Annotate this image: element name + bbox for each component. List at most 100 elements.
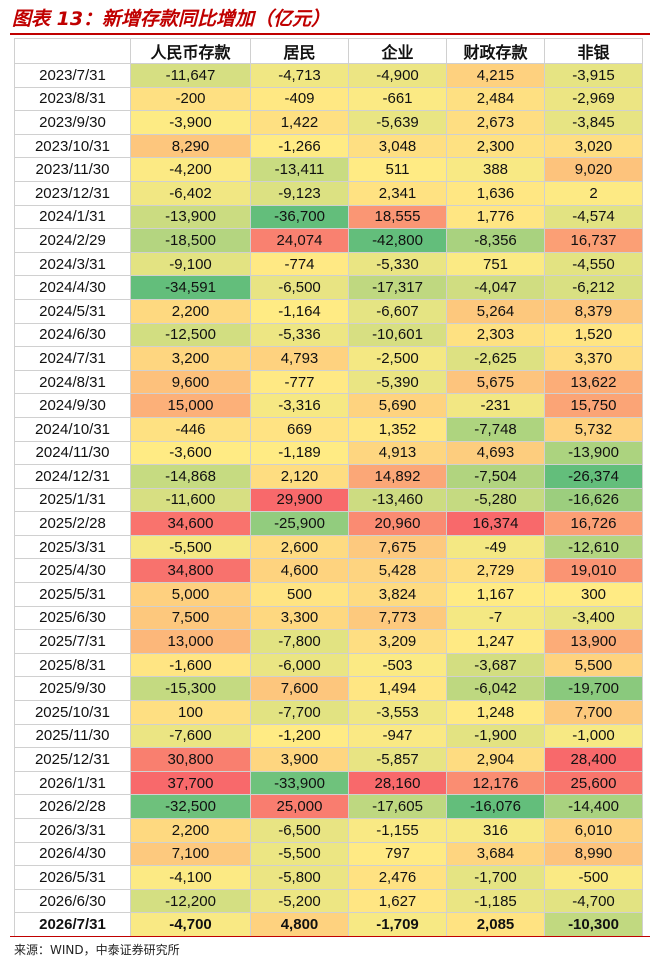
table-row: 2024/7/31 3,200 4,793 -2,500 -2,625 3,370 [14,346,643,371]
value-cell: -6,607 [348,298,447,324]
value-cell: -34,591 [130,275,251,300]
date-cell: 2024/1/31 [14,204,131,230]
value-cell: -7,748 [446,416,545,442]
value-cell: 669 [250,416,349,442]
value-cell: -26,374 [544,464,643,489]
value-cell: -1,709 [348,912,447,937]
value-cell: 30,800 [130,747,251,772]
value-cell: 15,000 [130,393,251,418]
value-cell: -9,100 [130,251,251,277]
date-cell: 2025/6/30 [14,605,131,631]
value-cell: 7,773 [348,605,447,631]
value-cell: 1,248 [446,700,545,725]
value-cell: -11,647 [130,63,251,88]
value-cell: -3,915 [544,63,643,88]
value-cell: -5,857 [348,747,447,772]
title-rule [10,33,650,35]
value-cell: -7,800 [250,629,349,654]
value-cell: -1,185 [446,888,545,914]
date-cell: 2026/6/30 [14,888,131,914]
table-row: 2024/3/31 -9,100 -774 -5,330 751 -4,550 [14,251,643,277]
table-row: 2024/12/31 -14,868 2,120 14,892 -7,504 -26,37… [14,464,643,489]
value-cell: -5,390 [348,369,447,395]
value-cell: -17,605 [348,794,447,819]
column-header: 企业 [348,38,447,64]
date-cell: 2026/2/28 [14,794,131,819]
table-row: 2025/6/30 7,500 3,300 7,773 -7 -3,400 [14,605,643,631]
date-cell: 2024/7/31 [14,346,131,371]
value-cell: 4,693 [446,440,545,466]
value-cell: 7,500 [130,605,251,631]
table-row: 2025/1/31 -11,600 29,900 -13,460 -5,280 -16,6… [14,487,643,513]
table-row: 2024/10/31 -446 669 1,352 -7,748 5,732 [14,416,643,442]
value-cell: 2,085 [446,912,545,937]
value-cell: 13,900 [544,629,643,654]
value-cell: 15,750 [544,393,643,418]
table-row: 2024/8/31 9,600 -777 -5,390 5,675 13,622 [14,369,643,395]
table-row: 2024/4/30 -34,591 -6,500 -17,317 -4,047 -6,21… [14,275,643,300]
value-cell: -12,500 [130,322,251,348]
value-cell: -3,687 [446,652,545,678]
column-header: 居民 [250,38,349,64]
value-cell: 8,379 [544,298,643,324]
value-cell: 8,990 [544,841,643,867]
value-cell: 500 [250,582,349,607]
date-cell: 2024/4/30 [14,275,131,300]
value-cell: -3,845 [544,110,643,135]
value-cell: 1,627 [348,888,447,914]
value-cell: 3,684 [446,841,545,867]
table-row: 2025/8/31 -1,600 -6,000 -503 -3,687 5,500 [14,652,643,678]
value-cell: -1,900 [446,723,545,749]
value-cell: 2,729 [446,558,545,584]
table-row: 2024/5/31 2,200 -1,164 -6,607 5,264 8,379 [14,298,643,324]
date-cell: 2026/7/31 [14,912,131,937]
value-cell: -42,800 [348,228,447,253]
value-cell: -2,500 [348,346,447,371]
value-cell: -15,300 [130,676,251,702]
value-cell: 2,484 [446,86,545,112]
value-cell: 13,000 [130,629,251,654]
value-cell: -661 [348,86,447,112]
value-cell: 2,341 [348,180,447,206]
value-cell: -5,800 [250,865,349,890]
value-cell: -5,500 [130,534,251,560]
table-row: 2025/4/30 34,800 4,600 5,428 2,729 19,010 [14,558,643,584]
value-cell: 3,200 [130,346,251,371]
value-cell: -4,900 [348,63,447,88]
value-cell: -1,700 [446,865,545,890]
value-cell: -1,164 [250,298,349,324]
value-cell: 2,673 [446,110,545,135]
value-cell: 511 [348,157,447,182]
table-row: 2023/10/31 8,290 -1,266 3,048 2,300 3,020 [14,133,643,159]
value-cell: -200 [130,86,251,112]
value-cell: 3,048 [348,133,447,159]
value-cell: -13,411 [250,157,349,182]
table-row: 2026/2/28 -32,500 25,000 -17,605 -16,076 -14,… [14,794,643,819]
value-cell: 3,824 [348,582,447,607]
table-row: 2023/11/30 -4,200 -13,411 511 388 9,020 [14,157,643,182]
date-cell: 2023/11/30 [14,157,131,182]
date-cell: 2025/7/31 [14,629,131,654]
value-cell: -10,601 [348,322,447,348]
corner [14,38,131,64]
value-cell: 100 [130,700,251,725]
value-cell: 6,010 [544,818,643,843]
value-cell: -5,330 [348,251,447,277]
value-cell: 7,100 [130,841,251,867]
value-cell: 7,700 [544,700,643,725]
value-cell: 25,600 [544,770,643,796]
value-cell: 19,010 [544,558,643,584]
table-row: 2026/4/30 7,100 -5,500 797 3,684 8,990 [14,841,643,867]
table-row: 2024/2/29 -18,500 24,074 -42,800 -8,356 16,73… [14,228,643,253]
value-cell: -5,280 [446,487,545,513]
value-cell: 5,675 [446,369,545,395]
value-cell: -231 [446,393,545,418]
value-cell: -8,356 [446,228,545,253]
value-cell: 4,215 [446,63,545,88]
value-cell: -777 [250,369,349,395]
value-cell: -3,400 [544,605,643,631]
value-cell: -33,900 [250,770,349,796]
date-cell: 2024/6/30 [14,322,131,348]
value-cell: -5,336 [250,322,349,348]
value-cell: -14,868 [130,464,251,489]
